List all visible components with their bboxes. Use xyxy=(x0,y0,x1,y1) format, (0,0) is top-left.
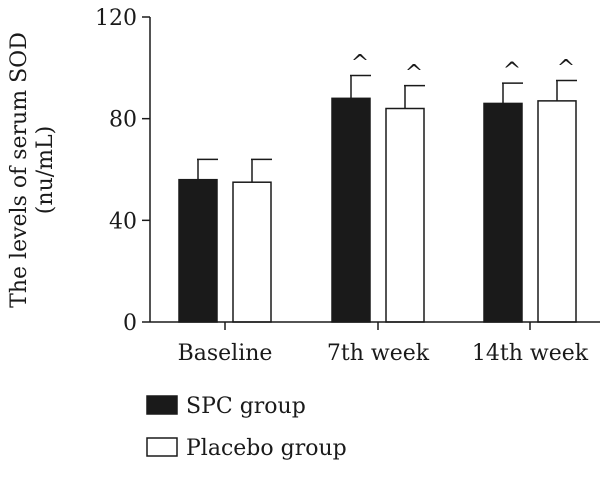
bar xyxy=(483,102,523,323)
bar xyxy=(232,181,272,323)
legend-swatch xyxy=(146,437,178,457)
bar xyxy=(385,107,425,323)
y-axis: 0 40 80 120 xyxy=(95,6,151,336)
y-axis-label: The levels of serum SOD (nu/mL) xyxy=(7,32,58,308)
significance-marker: ^ xyxy=(557,57,575,82)
y-tick-label: 80 xyxy=(109,108,137,133)
bar xyxy=(178,178,218,323)
significance-marker: ^ xyxy=(503,59,521,84)
significance-marker: ^ xyxy=(405,62,423,87)
bar xyxy=(537,100,577,323)
significance-marker: ^ xyxy=(351,51,369,76)
legend-label: Placebo group xyxy=(186,436,347,461)
bar xyxy=(331,97,371,323)
legend: SPC group Placebo group xyxy=(146,394,347,461)
y-tick-label: 0 xyxy=(123,311,137,336)
y-tick-label: 120 xyxy=(95,6,137,31)
y-axis-label-line2: (nu/mL) xyxy=(33,126,58,214)
x-tick-label: 7th week xyxy=(327,341,430,366)
y-tick-label: 40 xyxy=(109,209,137,234)
legend-swatch xyxy=(146,395,178,415)
y-axis-label-line1: The levels of serum SOD xyxy=(7,32,32,308)
bars: ^ ^ ^ ^ xyxy=(178,51,577,323)
legend-label: SPC group xyxy=(186,394,306,419)
x-axis: Baseline 7th week 14th week xyxy=(150,321,600,366)
x-tick-label: 14th week xyxy=(472,341,589,366)
x-tick-label: Baseline xyxy=(178,341,273,366)
